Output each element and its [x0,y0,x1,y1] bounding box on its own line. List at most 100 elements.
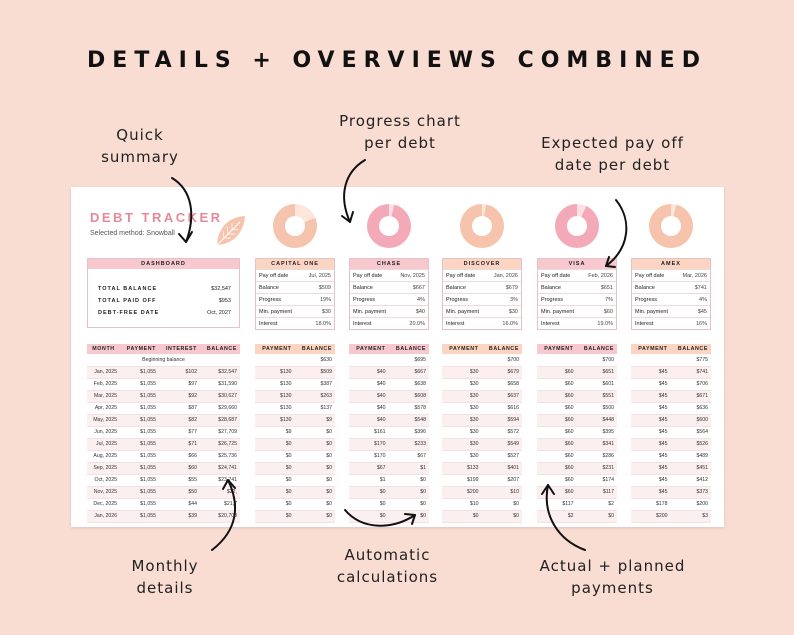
table-cell[interactable]: $0 [388,498,429,511]
table-cell[interactable]: $10 [481,486,522,499]
table-cell[interactable]: $741 [670,366,711,379]
table-cell[interactable]: $45 [631,438,671,451]
table-cell[interactable]: $207 [481,474,522,487]
table-cell[interactable]: $45 [631,426,671,439]
table-cell[interactable]: $564 [670,426,711,439]
table-cell[interactable]: $130 [255,390,295,403]
table-cell[interactable]: $0 [255,438,295,451]
table-cell[interactable]: $60 [537,390,577,403]
table-cell[interactable]: $9 [294,414,335,427]
table-cell[interactable]: $130 [255,366,295,379]
table-cell[interactable]: $594 [481,414,522,427]
table-cell[interactable]: $651 [576,366,617,379]
table-cell[interactable]: $30 [442,366,482,379]
table-cell[interactable]: $231 [576,462,617,475]
table-cell[interactable]: $0 [388,510,429,523]
table-cell[interactable]: $0 [349,486,389,499]
table-cell[interactable]: $572 [481,426,522,439]
table-cell[interactable]: $679 [481,366,522,379]
table-cell[interactable]: $200 [442,486,482,499]
table-cell[interactable]: $0 [294,510,335,523]
table-cell[interactable]: $200 [670,498,711,511]
table-cell[interactable]: $60 [537,414,577,427]
table-cell[interactable]: $706 [670,378,711,391]
table-cell[interactable]: $548 [388,414,429,427]
table-cell[interactable]: $0 [294,450,335,463]
table-cell[interactable]: $30 [442,426,482,439]
table-cell[interactable]: $130 [255,414,295,427]
table-cell[interactable]: $45 [631,402,671,415]
table-cell[interactable]: $658 [481,378,522,391]
table-cell[interactable]: $0 [481,498,522,511]
table-cell[interactable]: $60 [537,426,577,439]
table-cell[interactable]: $45 [631,474,671,487]
table-cell[interactable]: $1 [388,462,429,475]
table-cell[interactable]: $0 [255,486,295,499]
table-cell[interactable]: $0 [294,438,335,451]
table-cell[interactable]: $170 [349,438,389,451]
table-cell[interactable]: $133 [442,462,482,475]
table-cell[interactable]: $130 [255,378,295,391]
table-cell[interactable]: $578 [388,402,429,415]
table-cell[interactable]: $451 [670,462,711,475]
table-cell[interactable]: $117 [576,486,617,499]
table-cell[interactable]: $60 [537,450,577,463]
table-cell[interactable]: $509 [294,366,335,379]
table-cell[interactable]: $526 [670,438,711,451]
table-cell[interactable]: $233 [388,438,429,451]
table-cell[interactable]: $67 [388,450,429,463]
table-cell[interactable]: $636 [670,402,711,415]
table-cell[interactable]: $2 [576,498,617,511]
table-cell[interactable]: $200 [631,510,671,523]
table-cell[interactable]: $373 [670,486,711,499]
table-cell[interactable]: $0 [255,462,295,475]
table-cell[interactable]: $0 [576,510,617,523]
table-cell[interactable]: $40 [349,366,389,379]
table-cell[interactable]: $60 [537,438,577,451]
table-cell[interactable]: $40 [349,378,389,391]
table-cell[interactable]: $0 [294,462,335,475]
table-cell[interactable]: $601 [576,378,617,391]
table-cell[interactable]: $45 [631,390,671,403]
table-cell[interactable]: $0 [481,510,522,523]
table-cell[interactable]: $10 [442,498,482,511]
table-cell[interactable]: $500 [576,402,617,415]
table-cell[interactable]: $30 [442,438,482,451]
table-cell[interactable]: $130 [255,402,295,415]
table-cell[interactable]: $199 [442,474,482,487]
table-cell[interactable]: $1 [349,474,389,487]
table-cell[interactable]: $0 [294,426,335,439]
table-cell[interactable]: $527 [481,450,522,463]
table-cell[interactable]: $0 [255,450,295,463]
table-cell[interactable]: $161 [349,426,389,439]
table-cell[interactable]: $396 [388,426,429,439]
table-cell[interactable]: $137 [294,402,335,415]
table-cell[interactable]: $45 [631,414,671,427]
table-cell[interactable]: $67 [349,462,389,475]
table-cell[interactable]: $600 [670,414,711,427]
table-cell[interactable]: $60 [537,486,577,499]
table-cell[interactable]: $40 [349,414,389,427]
table-cell[interactable]: $0 [388,486,429,499]
table-cell[interactable]: $30 [442,414,482,427]
table-cell[interactable]: $45 [631,486,671,499]
table-cell[interactable]: $30 [442,450,482,463]
table-cell[interactable]: $412 [670,474,711,487]
table-cell[interactable]: $616 [481,402,522,415]
table-cell[interactable]: $637 [481,390,522,403]
table-cell[interactable]: $60 [537,402,577,415]
table-cell[interactable]: $30 [442,390,482,403]
table-cell[interactable]: $174 [576,474,617,487]
table-cell[interactable]: $341 [576,438,617,451]
table-cell[interactable]: $45 [631,462,671,475]
table-cell[interactable]: $0 [255,510,295,523]
table-cell[interactable]: $60 [537,366,577,379]
table-cell[interactable]: $2 [537,510,577,523]
table-cell[interactable]: $608 [388,390,429,403]
table-cell[interactable]: $117 [537,498,577,511]
table-cell[interactable]: $286 [576,450,617,463]
table-cell[interactable]: $667 [388,366,429,379]
table-cell[interactable]: $45 [631,378,671,391]
table-cell[interactable]: $671 [670,390,711,403]
table-cell[interactable]: $0 [255,498,295,511]
